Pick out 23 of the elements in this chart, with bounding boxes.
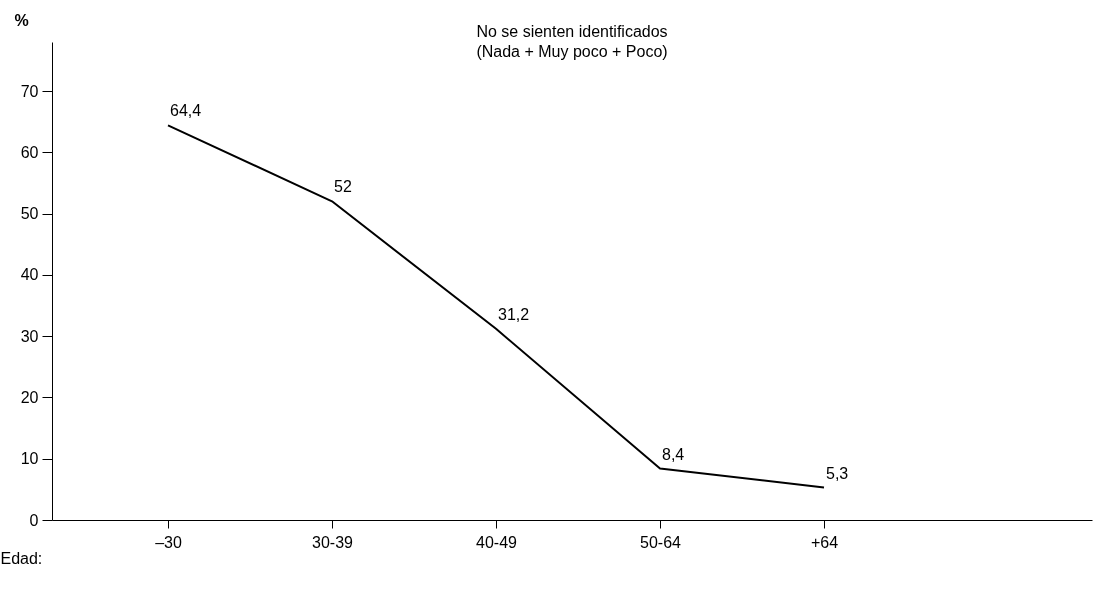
line-series: [167, 124, 825, 489]
data-label: 8,4: [662, 445, 685, 463]
y-axis-title: %: [14, 11, 29, 29]
y-tick-label: 30: [20, 327, 39, 345]
x-tick-label: 40-49: [476, 533, 518, 551]
data-label: 64,4: [170, 102, 202, 120]
y-tick-label: 70: [20, 82, 39, 100]
x-tick-label: 30-39: [312, 533, 354, 551]
y-tick-label: 10: [20, 450, 39, 468]
data-label: 52: [334, 178, 352, 196]
x-tick-label: +64: [810, 533, 839, 551]
y-tick-label: 20: [20, 388, 39, 406]
x-axis-title: Edad:: [0, 549, 43, 567]
chart-title: No se sienten identificados: [476, 23, 668, 40]
y-tick-label: 0: [29, 511, 39, 529]
x-tick-label: –30: [155, 533, 182, 551]
x-tick-label: 50-64: [640, 533, 682, 551]
data-label: 5,3: [826, 464, 849, 482]
y-tick-label: 60: [20, 143, 39, 161]
y-tick-label: 40: [20, 266, 39, 284]
y-tick-label: 50: [20, 205, 39, 223]
data-label: 31,2: [498, 305, 530, 323]
chart-subtitle: (Nada + Muy poco + Poco): [476, 43, 668, 60]
